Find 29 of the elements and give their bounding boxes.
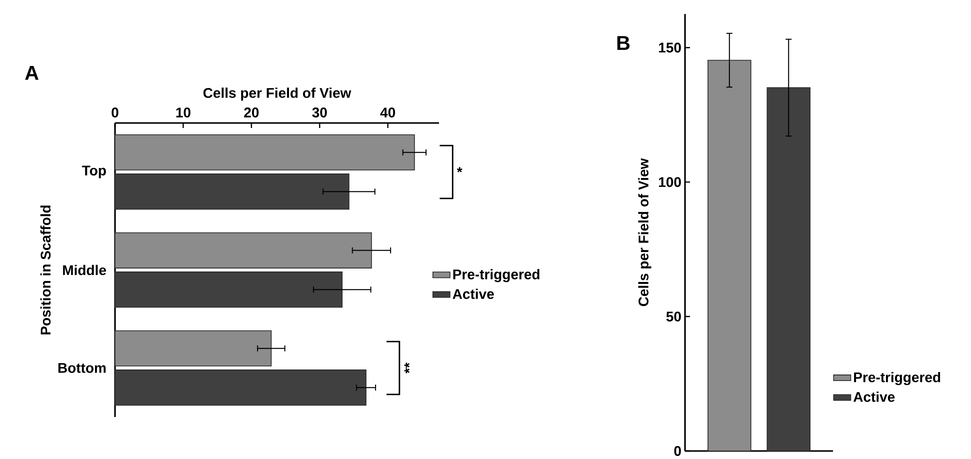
bar: [114, 232, 372, 268]
bar: [114, 330, 272, 366]
x-tick-label: 30: [312, 107, 327, 118]
x-tick-label: 40: [380, 107, 396, 118]
y-tick-label: Bottom: [58, 362, 106, 373]
legend-label: Pre-triggered: [453, 268, 540, 282]
chart-title: A: [25, 66, 38, 80]
text: *: [456, 167, 462, 172]
x-tick-label: 10: [176, 107, 190, 118]
bar: [114, 369, 366, 406]
y-tick-label: 50: [666, 311, 681, 322]
legend-label: Pre-triggered: [854, 372, 940, 385]
y-axis-title: Cells per Field of View: [638, 158, 652, 306]
annotation: **: [404, 362, 410, 374]
legend-label: Active: [853, 391, 895, 402]
y-axis-title: Position in Scaffold: [40, 205, 51, 334]
x-tick-label: 20: [244, 107, 259, 118]
x-tick-label: 0: [112, 107, 118, 118]
y-tick-label: 150: [658, 42, 681, 52]
y-tick-label: Top: [82, 166, 106, 178]
y-tick-label: 0: [674, 446, 681, 456]
bar: [114, 271, 343, 308]
text: B: [617, 36, 630, 50]
legend-label: Active: [452, 288, 494, 299]
y-tick-label: 100: [658, 176, 681, 187]
y-tick-label: Middle: [63, 264, 106, 275]
bar: [114, 173, 350, 210]
x-axis-title: Cells per Field of View: [203, 87, 352, 101]
bar: [114, 134, 415, 170]
